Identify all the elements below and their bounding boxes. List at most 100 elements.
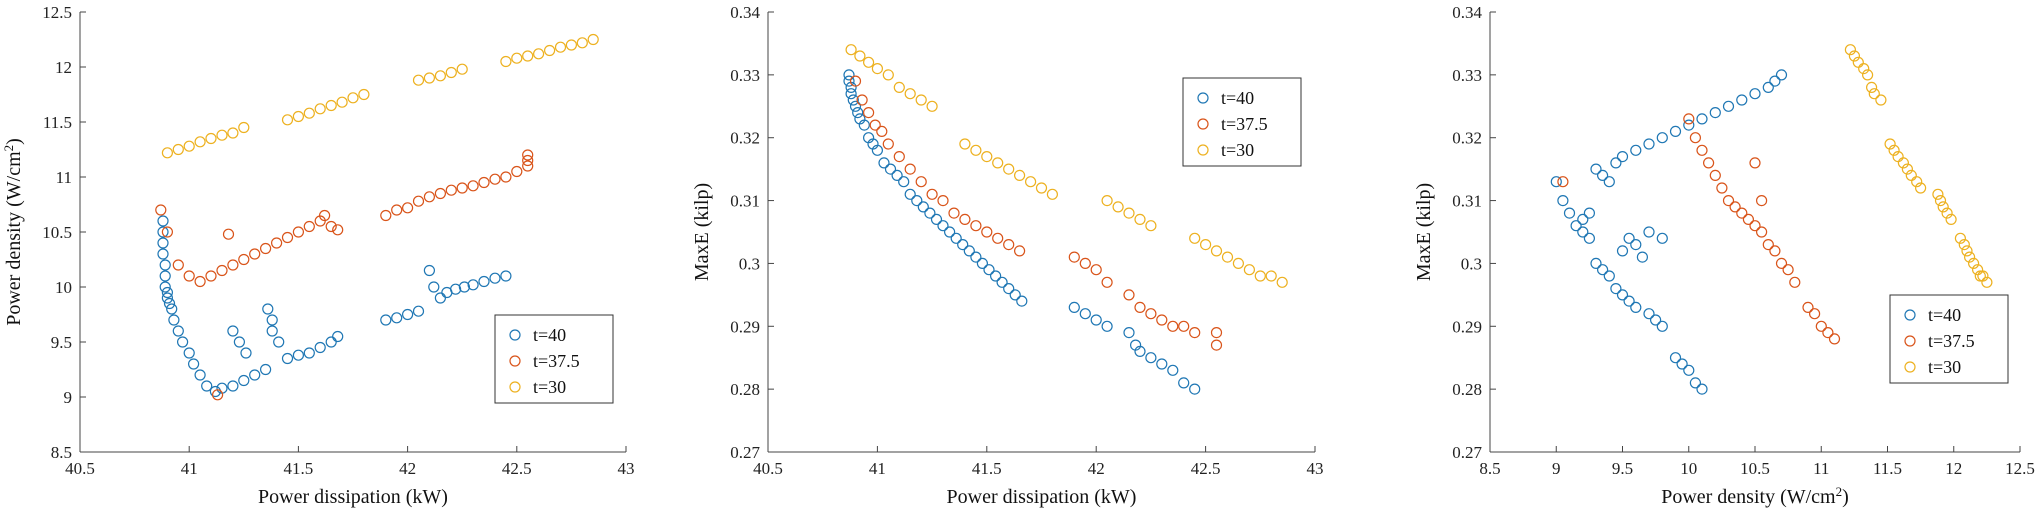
data-point: [281, 231, 294, 244]
data-point: [959, 213, 971, 225]
y-tick-label: 0.27: [730, 443, 760, 462]
data-point: [1769, 75, 1781, 87]
data-point: [358, 88, 370, 101]
data-point: [445, 66, 457, 79]
data-point: [1722, 195, 1735, 207]
data-point: [858, 119, 870, 131]
y-axis-label: MaxE (kilp): [1413, 183, 1435, 281]
data-point: [522, 154, 534, 167]
data-point: [161, 292, 173, 304]
y-tick-label: 0.33: [1452, 66, 1482, 85]
data-point: [428, 281, 440, 293]
data-point: [1123, 289, 1135, 301]
data-point: [1945, 213, 1957, 225]
legend-marker: [1904, 309, 1916, 321]
data-point: [489, 173, 501, 185]
data-point: [915, 176, 927, 188]
data-point: [1112, 201, 1124, 213]
data-point: [1974, 270, 1986, 282]
legend-label: t=37.5: [533, 351, 580, 371]
data-point: [926, 100, 938, 112]
series-t=40: [157, 215, 512, 398]
data-point: [882, 138, 894, 150]
data-point: [194, 136, 206, 148]
data-point: [456, 182, 468, 194]
data-point: [532, 48, 545, 60]
data-point: [871, 62, 884, 75]
data-point: [209, 385, 221, 398]
data-point: [1101, 320, 1113, 332]
data-point: [1145, 352, 1157, 364]
data-point: [1123, 207, 1135, 219]
legend: t=40 t=37.5 t=30: [1182, 77, 1302, 167]
legend-marker: [509, 329, 521, 341]
data-point: [1623, 295, 1635, 307]
series-t=30: [1844, 44, 1993, 288]
data-point: [989, 270, 1002, 282]
data-point: [325, 99, 337, 112]
data-point: [1656, 320, 1668, 332]
data-point: [163, 297, 176, 310]
x-axis-label: Power dissipation (kW): [947, 486, 1137, 508]
data-point: [1954, 232, 1967, 244]
data-point: [862, 106, 875, 119]
data-point: [500, 55, 512, 68]
data-point: [543, 44, 556, 57]
data-point: [1722, 100, 1735, 112]
legend-label: t=30: [533, 377, 566, 397]
data-point: [587, 33, 599, 46]
data-point: [1709, 106, 1721, 119]
data-point: [1755, 195, 1768, 207]
data-point: [904, 88, 916, 100]
data-point: [423, 72, 435, 84]
data-point: [1090, 314, 1102, 326]
data-point: [1649, 314, 1662, 326]
data-point: [849, 75, 862, 87]
data-point: [1775, 69, 1788, 81]
data-point: [1013, 245, 1026, 257]
y-tick-label: 0.34: [1452, 3, 1482, 22]
data-point: [292, 226, 304, 238]
data-point: [1616, 151, 1629, 163]
data-point: [183, 140, 195, 152]
data-point: [188, 358, 200, 370]
data-point: [1689, 132, 1702, 144]
y-tick-label: 0.28: [1452, 380, 1482, 399]
data-point: [1769, 245, 1781, 257]
data-point: [1616, 245, 1629, 257]
data-point: [950, 232, 962, 244]
data-point: [273, 336, 285, 348]
x-tick-label: 9.5: [1612, 459, 1633, 478]
data-point: [260, 242, 272, 255]
x-tick-label: 11.5: [1873, 459, 1902, 478]
data-point: [467, 180, 479, 192]
data-point: [904, 163, 916, 175]
data-point: [1557, 176, 1569, 188]
y-axis-label: Power density (W/cm2): [1, 138, 26, 326]
data-point: [1736, 94, 1748, 106]
y-tick-label: 11: [56, 168, 72, 187]
data-point: [1003, 239, 1015, 251]
legend-marker: [1904, 335, 1916, 347]
data-point: [1009, 289, 1021, 301]
data-point: [194, 369, 206, 381]
data-point: [981, 151, 993, 163]
data-point: [227, 325, 239, 337]
y-tick-label: 12.5: [42, 3, 72, 22]
x-tick-label: 42: [399, 459, 416, 478]
data-point: [319, 209, 331, 222]
data-point: [1696, 144, 1708, 156]
data-point: [1789, 276, 1801, 288]
data-point: [565, 39, 578, 51]
data-point: [1934, 195, 1947, 207]
data-point: [1232, 257, 1245, 269]
data-point: [194, 275, 206, 288]
data-point: [576, 37, 588, 49]
data-point: [959, 138, 971, 150]
data-point: [1689, 377, 1702, 389]
legend-label: t=30: [1928, 357, 1961, 377]
data-point: [1749, 157, 1761, 169]
data-point: [205, 270, 217, 282]
x-tick-label: 43: [1307, 459, 1324, 478]
data-point: [332, 330, 344, 343]
